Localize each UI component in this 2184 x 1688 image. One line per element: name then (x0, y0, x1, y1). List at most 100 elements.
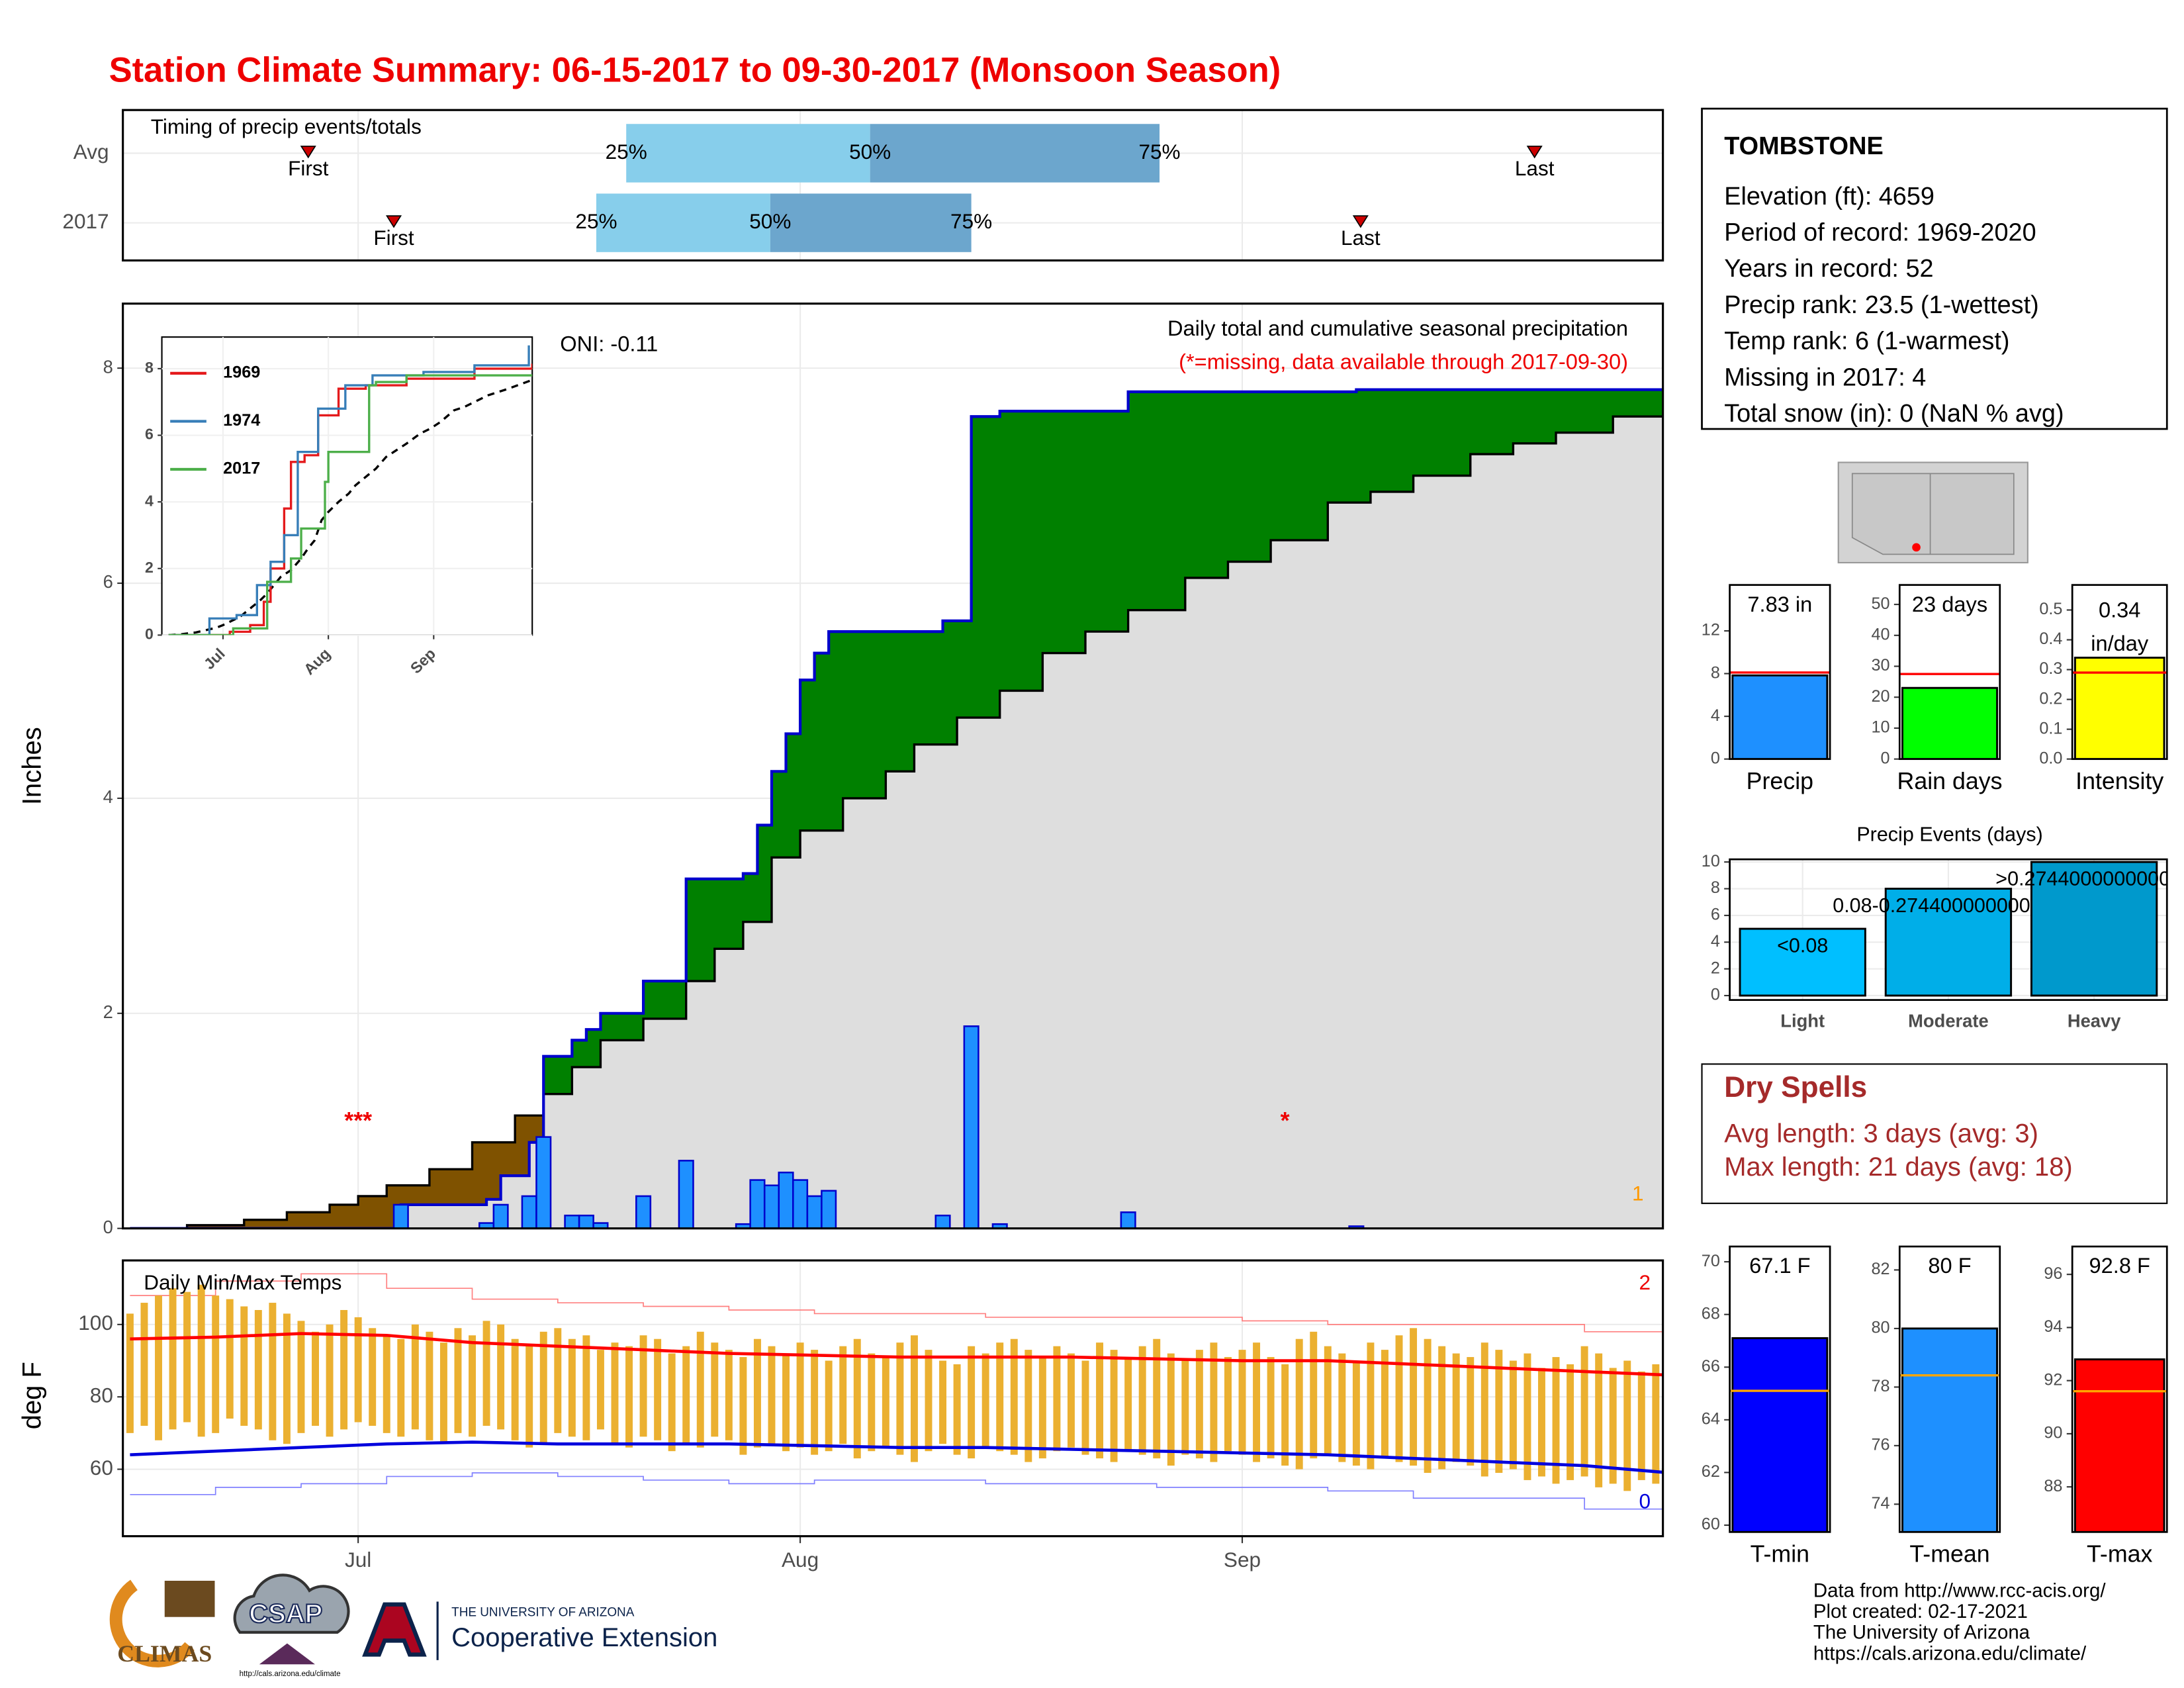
temp-range-bar (369, 1328, 377, 1426)
temp-range-bar (1210, 1342, 1218, 1462)
daily-bar (521, 1195, 537, 1229)
temp-range-bar (1281, 1364, 1289, 1466)
quartile-bar (596, 193, 770, 252)
temp-range-bar (611, 1342, 619, 1444)
y-tick-label: 10 (1702, 852, 1720, 870)
temp-range-bar (511, 1338, 519, 1440)
event-label: Last (1341, 226, 1381, 250)
temp-range-bar (1467, 1357, 1475, 1466)
value-label: 7.83 in (1747, 592, 1812, 616)
bin-label: >0.274400000000001 (1995, 868, 2184, 890)
bar (2073, 1358, 2165, 1532)
y-tick-label: 66 (1702, 1357, 1720, 1376)
y-tick-label: 74 (1871, 1494, 1889, 1513)
temp-range-bar (882, 1357, 889, 1448)
daily-bar (778, 1171, 794, 1229)
daily-bar (821, 1190, 837, 1229)
y-tick-label: 20 (1871, 687, 1889, 706)
y-tick-label: 4 (1711, 706, 1720, 725)
y-tick-label: 60 (1702, 1515, 1720, 1534)
temp-range-bar (1110, 1350, 1118, 1462)
value-label: 67.1 F (1749, 1253, 1810, 1278)
y-tick-label: 94 (2044, 1317, 2062, 1336)
page-title: Station Climate Summary: 06-15-2017 to 0… (109, 50, 1281, 89)
x-tick-label: Intensity (2075, 768, 2163, 794)
temp-range-bar (1410, 1328, 1418, 1466)
y-tick-label: 8 (145, 359, 154, 376)
quantile-label: 50% (749, 209, 791, 233)
y-tick-label: 62 (1702, 1462, 1720, 1481)
legend-label: 1974 (223, 411, 260, 430)
temp-range-bar (1580, 1346, 1588, 1477)
y-tick-label: 2 (1711, 959, 1720, 977)
average-line (168, 377, 533, 635)
temp-range-bar (596, 1350, 604, 1430)
y-tick-label: 0 (145, 626, 154, 643)
daily-bar (1120, 1211, 1136, 1229)
temp-range-bar (1310, 1331, 1318, 1459)
value-label: 0.34 in/day (2091, 597, 2149, 655)
panel-title: Timing of precip events/totals (151, 115, 422, 138)
y-tick-label: 6 (103, 571, 113, 592)
x-tick-label: Jul (345, 1548, 371, 1571)
credit-line: Plot created: 02-17-2021 (1813, 1601, 2028, 1622)
panel-title: Precip Events (days) (1856, 823, 2042, 845)
daily-bar (749, 1179, 766, 1229)
bars: 0.34 in/day (2073, 597, 2165, 759)
frame (1729, 858, 2168, 1002)
bin-label: 0.08-0.274400000000001 (1833, 894, 2064, 917)
y-tick-label: 2 (103, 1002, 113, 1022)
plot-area (130, 388, 1663, 1229)
y-tick-label: 0.2 (2039, 689, 2062, 708)
missing-mark: *** (344, 1107, 372, 1134)
temp-range-bar (1295, 1338, 1303, 1470)
temp-range-bar (283, 1313, 291, 1444)
temp-range-bar (1424, 1338, 1432, 1473)
y-tick-label: 0.3 (2039, 659, 2062, 678)
frame (2071, 1245, 2168, 1533)
panel-title: Daily Min/Max Temps (144, 1270, 341, 1294)
temp-range-bar (910, 1335, 918, 1462)
quantile-label: 25% (575, 209, 617, 233)
y-tick-label: 6 (145, 426, 154, 443)
y-tick-label: 64 (1702, 1410, 1720, 1429)
temp-range-bar (269, 1303, 277, 1440)
temp-range-bar (539, 1331, 547, 1444)
extension-text: Cooperative Extension (451, 1623, 717, 1652)
map-states (1851, 473, 2015, 555)
event-marker (300, 146, 316, 159)
daily-bar (963, 1025, 979, 1229)
temp-range-bar (454, 1328, 462, 1433)
frame (1729, 1245, 1831, 1533)
temp-range-bar (497, 1324, 505, 1430)
y-tick-label: 4 (1711, 932, 1720, 951)
temp-range-bar (1267, 1357, 1275, 1459)
temp-range-bar (226, 1299, 234, 1419)
temp-range-bar (953, 1364, 961, 1455)
temp-range-bar (1480, 1342, 1488, 1477)
temp-range-bar (354, 1317, 362, 1423)
y-tick-label: 2017 (62, 209, 109, 233)
value-label: 80 F (1928, 1253, 1971, 1278)
station-name: TOMBSTONE (1724, 132, 1884, 160)
temp-range-bar (1509, 1360, 1517, 1470)
temp-range-bar (981, 1353, 989, 1448)
temp-range-bar (482, 1321, 490, 1426)
daily-bar (635, 1195, 652, 1229)
x-tick-label: T-min (1751, 1541, 1809, 1568)
daily-bar (535, 1136, 552, 1229)
quartile-bar (870, 124, 1160, 183)
temp-range-bar (1495, 1350, 1503, 1473)
csap-url: http://cals.arizona.edu/climate (240, 1670, 341, 1678)
temp-range-bar (326, 1324, 334, 1437)
station-line: Period of record: 1969-2020 (1724, 218, 2036, 246)
bar (1884, 888, 2013, 997)
y-axis-label: deg F (18, 1362, 47, 1429)
x-tick-label: T-max (2087, 1541, 2152, 1568)
bars: 23 days (1901, 592, 1999, 759)
y-tick-label: 0 (103, 1217, 113, 1237)
y-tick-label: 90 (2044, 1424, 2062, 1442)
y-tick-label: 0 (1711, 986, 1720, 1004)
dry-spells-title: Dry Spells (1724, 1071, 1867, 1103)
daily-bar (792, 1179, 809, 1229)
